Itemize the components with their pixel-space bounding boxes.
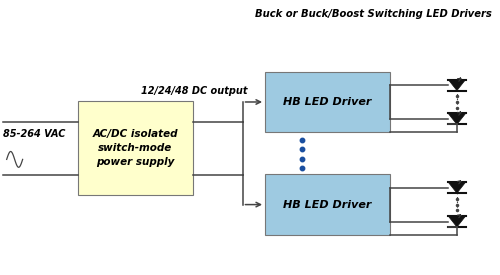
Text: HB LED Driver: HB LED Driver: [283, 97, 372, 107]
Polygon shape: [448, 182, 466, 193]
Text: HB LED Driver: HB LED Driver: [283, 200, 372, 210]
Bar: [78, 101, 192, 195]
Polygon shape: [448, 113, 466, 125]
Bar: [265, 174, 390, 235]
Polygon shape: [448, 216, 466, 227]
Text: AC/DC isolated
switch-mode
power supply: AC/DC isolated switch-mode power supply: [92, 129, 178, 167]
Text: 85-264 VAC: 85-264 VAC: [3, 129, 66, 139]
Text: 12/24/48 DC output: 12/24/48 DC output: [141, 86, 248, 97]
Polygon shape: [448, 79, 466, 90]
Bar: [265, 72, 390, 132]
Text: Buck or Buck/Boost Switching LED Drivers: Buck or Buck/Boost Switching LED Drivers: [255, 9, 492, 19]
